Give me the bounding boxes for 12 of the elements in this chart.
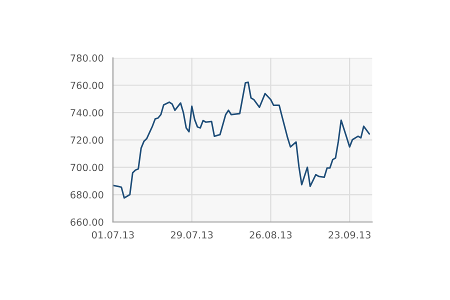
x-tick-label: 29.07.13 (170, 231, 213, 239)
x-tick-label: 23.09.13 (328, 231, 370, 239)
line-series (112, 81, 370, 199)
y-tick-label: 760.00 (70, 82, 104, 90)
y-tick-label: 780.00 (70, 54, 104, 62)
y-tick-label: 680.00 (70, 191, 104, 198)
x-tick-label: 26.08.13 (250, 231, 292, 239)
x-tick-label: 01.07.13 (92, 231, 134, 239)
y-tick-label: 740.00 (70, 109, 104, 116)
y-tick-label: 700.00 (70, 164, 104, 172)
y-tick-label: 720.00 (70, 136, 104, 144)
y-tick-label: 660.00 (70, 218, 104, 226)
